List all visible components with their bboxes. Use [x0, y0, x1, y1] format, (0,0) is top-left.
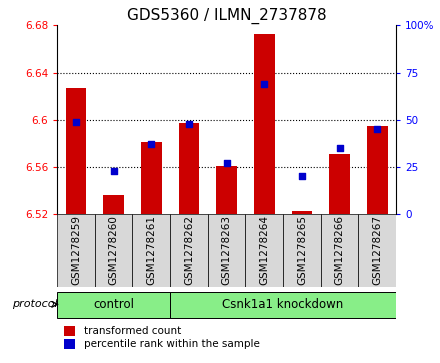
Bar — [64, 326, 75, 336]
Text: GSM1278265: GSM1278265 — [297, 216, 307, 285]
Bar — [216, 166, 237, 214]
Point — [110, 168, 117, 174]
FancyBboxPatch shape — [95, 214, 132, 287]
Text: GSM1278264: GSM1278264 — [259, 216, 269, 285]
Text: transformed count: transformed count — [84, 326, 182, 336]
Bar — [103, 195, 124, 214]
Text: GSM1278260: GSM1278260 — [109, 216, 119, 285]
Text: percentile rank within the sample: percentile rank within the sample — [84, 339, 260, 349]
Bar — [329, 154, 350, 214]
Text: GSM1278267: GSM1278267 — [372, 216, 382, 285]
FancyBboxPatch shape — [57, 293, 170, 318]
Bar — [66, 88, 86, 214]
Point — [148, 142, 155, 147]
FancyBboxPatch shape — [246, 214, 283, 287]
Text: GSM1278263: GSM1278263 — [222, 216, 231, 285]
Point — [223, 160, 230, 166]
Text: GSM1278261: GSM1278261 — [147, 216, 156, 285]
FancyBboxPatch shape — [170, 293, 396, 318]
Bar — [292, 211, 312, 214]
Bar — [141, 142, 161, 214]
Bar — [64, 339, 75, 349]
FancyBboxPatch shape — [283, 214, 321, 287]
Bar — [254, 34, 275, 214]
Point — [298, 174, 305, 179]
Text: Csnk1a1 knockdown: Csnk1a1 knockdown — [223, 298, 344, 311]
FancyBboxPatch shape — [208, 214, 246, 287]
Point — [336, 145, 343, 151]
Text: GSM1278266: GSM1278266 — [334, 216, 345, 285]
Text: GSM1278262: GSM1278262 — [184, 216, 194, 285]
Bar — [367, 126, 388, 214]
FancyBboxPatch shape — [321, 214, 358, 287]
Text: protocol: protocol — [11, 299, 57, 309]
Point — [185, 121, 192, 126]
FancyBboxPatch shape — [170, 214, 208, 287]
Point — [73, 119, 80, 125]
Text: control: control — [93, 298, 134, 311]
FancyBboxPatch shape — [57, 214, 95, 287]
Point — [261, 81, 268, 87]
FancyBboxPatch shape — [358, 214, 396, 287]
Point — [374, 126, 381, 132]
FancyBboxPatch shape — [132, 214, 170, 287]
Text: GSM1278259: GSM1278259 — [71, 216, 81, 285]
Bar — [179, 123, 199, 214]
Title: GDS5360 / ILMN_2737878: GDS5360 / ILMN_2737878 — [127, 8, 326, 24]
